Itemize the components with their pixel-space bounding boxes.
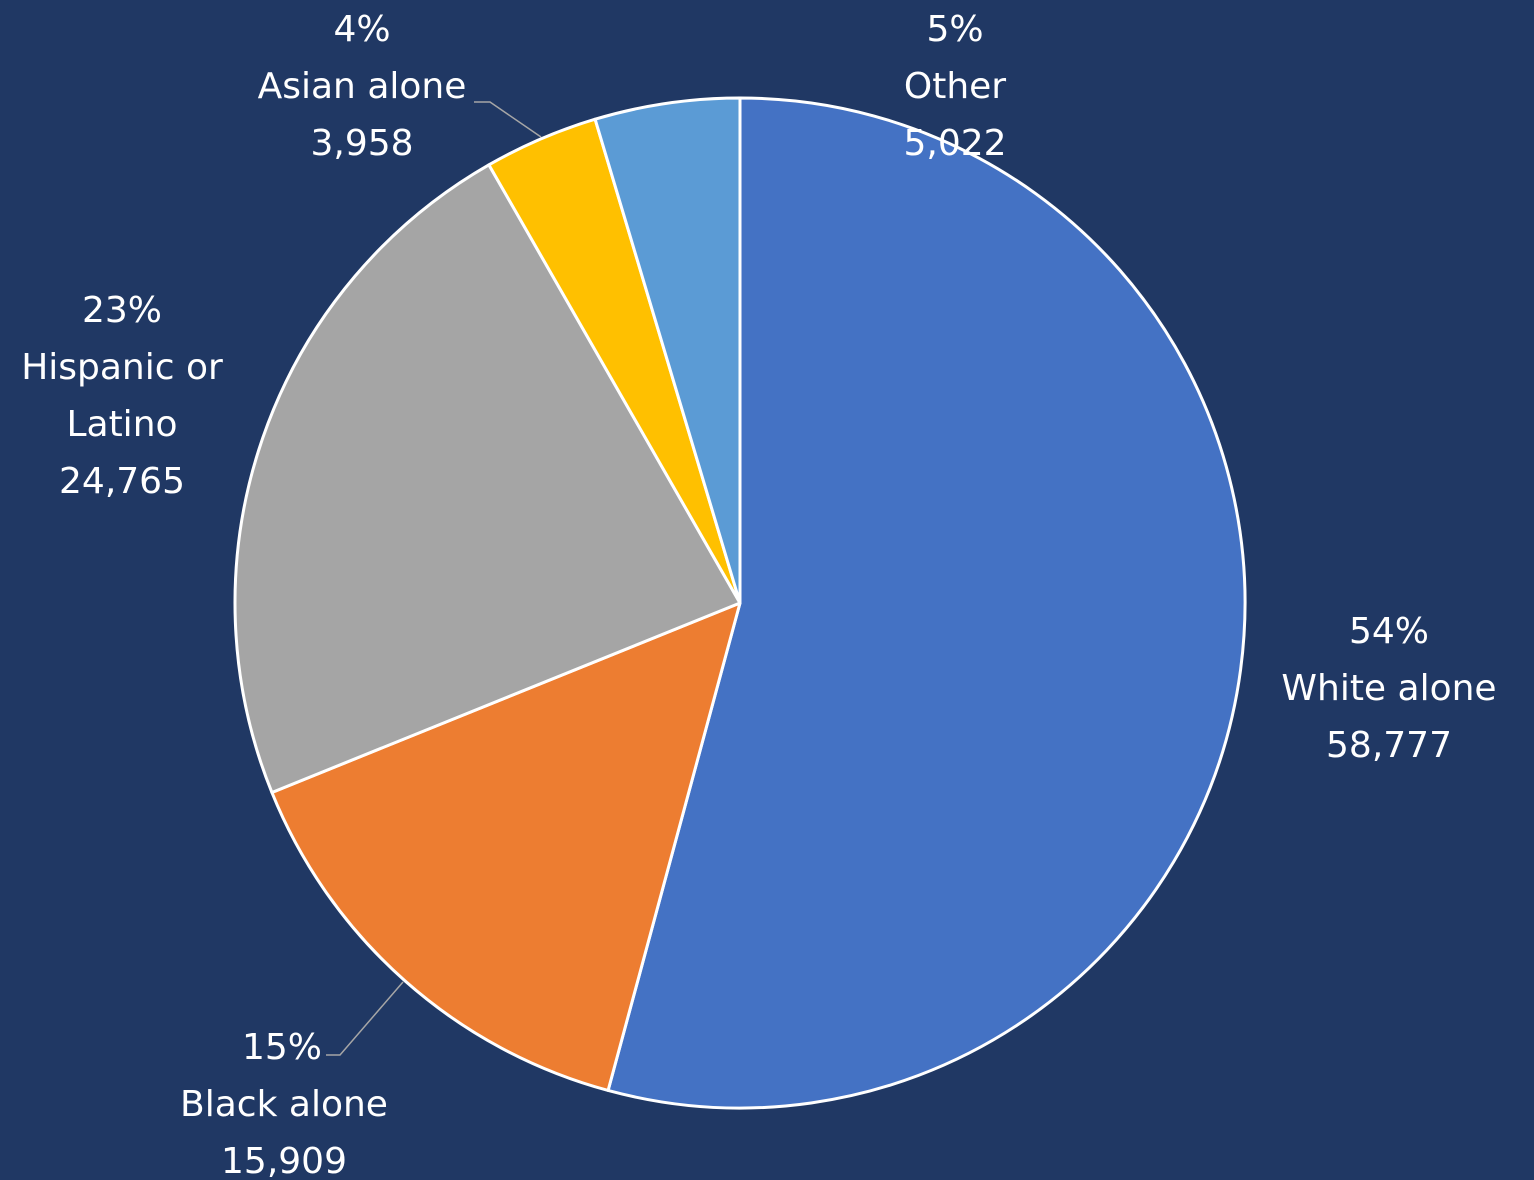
percent-label: 54% [1349, 611, 1429, 652]
data-label-white-alone: 54% White alone 58,777 [1281, 611, 1496, 766]
pie-slice-hispanic-or-latino [233, 163, 742, 794]
data-label-black-alone: 15% Black alone 15,909 [180, 1027, 388, 1180]
value-label: 5,022 [903, 123, 1006, 164]
percent-label: 5% [926, 9, 983, 50]
percent-label: 15% [242, 1027, 322, 1068]
data-label-asian-alone: 4% Asian alone 3,958 [258, 9, 467, 164]
pie-slices [233, 96, 1247, 1110]
value-label: 24,765 [59, 461, 185, 502]
category-label-line2: Latino [66, 404, 177, 445]
category-label: White alone [1281, 668, 1496, 709]
pie-slice-black-alone [270, 601, 742, 1092]
value-label: 58,777 [1326, 725, 1452, 766]
pie-slice-other [593, 96, 742, 605]
category-label: Other [904, 66, 1006, 107]
leader-line-black-alone [326, 981, 404, 1056]
leader-line-asian-alone [474, 101, 542, 138]
percent-label: 23% [82, 290, 162, 331]
category-label: Asian alone [258, 66, 467, 107]
value-label: 15,909 [221, 1141, 347, 1180]
pie-slice-white-alone [606, 96, 1247, 1110]
category-label: Black alone [180, 1084, 388, 1125]
percent-label: 4% [333, 9, 390, 50]
data-labels: 54% White alone 58,777 15% Black alone 15,909… [21, 9, 1496, 1180]
category-label-line1: Hispanic or [21, 347, 223, 388]
data-label-other: 5% Other 5,022 [903, 9, 1006, 164]
value-label: 3,958 [310, 123, 413, 164]
leader-lines [326, 101, 542, 1056]
data-label-hispanic-or-latino: 23% Hispanic or Latino 24,765 [21, 290, 223, 502]
